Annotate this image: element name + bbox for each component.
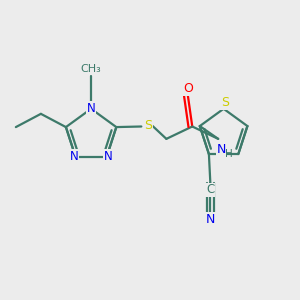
Text: N: N xyxy=(70,150,78,163)
Text: H: H xyxy=(225,149,233,160)
Text: N: N xyxy=(87,102,95,115)
Text: S: S xyxy=(144,118,152,131)
Text: N: N xyxy=(206,213,215,226)
Text: S: S xyxy=(221,96,229,110)
Text: C: C xyxy=(206,184,214,196)
Text: CH₃: CH₃ xyxy=(81,64,101,74)
Text: N: N xyxy=(217,143,226,156)
Text: O: O xyxy=(183,82,193,95)
Text: N: N xyxy=(104,150,112,163)
